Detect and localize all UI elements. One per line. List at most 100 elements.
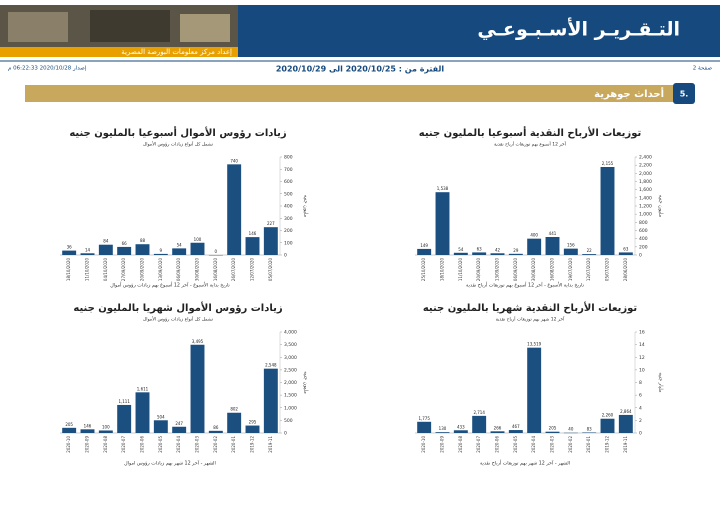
bar (263, 227, 278, 255)
section-number: 5. (680, 90, 689, 99)
chart-title: زيادات رؤوس الأموال أسبوعيا بالمليون جني… (69, 126, 287, 139)
value-label: 802 (230, 407, 238, 412)
value-label: 2,155 (602, 161, 614, 166)
y-tick-label: 6 (639, 393, 642, 399)
value-label: 2,714 (473, 410, 485, 415)
y-tick-label: 0 (639, 253, 642, 259)
value-label: 441 (549, 231, 557, 236)
bar (62, 250, 77, 255)
bar (453, 252, 468, 255)
bar (80, 429, 95, 433)
bar (435, 192, 450, 255)
value-label: 14 (85, 247, 91, 252)
bar (172, 426, 187, 433)
y-tick-label: 400 (284, 204, 293, 210)
x-tick-label: 26/07/2020 (231, 258, 236, 282)
bar (600, 167, 615, 255)
chart-subtitle: تشمل كل أنواع زيادات رؤوس الأموال (143, 141, 214, 148)
x-tick-label: 2020-06 (140, 436, 145, 453)
x-tick-label: 2020-07 (476, 436, 481, 453)
y-tick-label: 16 (639, 330, 645, 336)
bar (153, 253, 168, 255)
bar (582, 432, 597, 433)
chart-subtitle: آخر 12 أسبوع بهم توزيعات أرباح نقدية (494, 141, 567, 148)
y-axis-label: مليار جنيه (658, 372, 664, 392)
y-tick-label: 2,200 (639, 163, 652, 169)
value-label: 1,538 (437, 186, 449, 191)
value-label: 3,495 (192, 339, 204, 344)
bar (80, 253, 95, 255)
y-tick-label: 2,000 (284, 380, 297, 386)
value-label: 100 (102, 424, 110, 429)
x-tick-label: 2020-05 (513, 436, 518, 453)
bar (208, 430, 223, 433)
x-tick-label: 2020-10 (66, 436, 71, 453)
x-tick-label: 25/10/2020 (421, 258, 426, 282)
bar (190, 344, 205, 433)
y-tick-label: 1,600 (639, 187, 652, 193)
y-axis-label: مليون جنيه (303, 371, 309, 394)
value-label: 83 (587, 426, 593, 431)
y-tick-label: 0 (284, 431, 287, 437)
y-tick-label: 1,500 (284, 393, 297, 399)
value-label: 400 (530, 233, 538, 238)
y-tick-label: 800 (284, 155, 293, 161)
bar (135, 244, 150, 255)
y-tick-label: 100 (284, 240, 293, 246)
x-tick-label: 16/08/2020 (213, 258, 218, 282)
value-label: 86 (213, 425, 219, 430)
x-tick-label: 06/09/2020 (513, 258, 518, 282)
x-tick-label: 2020-06 (495, 436, 500, 453)
x-tick-label: 13/09/2020 (495, 258, 500, 282)
x-tick-label: 28/06/2020 (623, 258, 628, 282)
period: الفترة من : 2020/10/25 الى 2020/10/29 (276, 65, 445, 74)
x-tick-label: 2020-03 (550, 436, 555, 453)
y-axis-label: مليون جنيه (658, 195, 664, 218)
y-tick-label: 500 (284, 418, 293, 424)
value-label: 146 (249, 231, 257, 236)
bar (508, 430, 523, 433)
y-tick-label: 8 (639, 380, 642, 386)
x-tick-label: 12/07/2020 (586, 258, 591, 282)
x-tick-label: 30/08/2020 (531, 258, 536, 282)
bar (135, 392, 150, 433)
x-tick-label: 2020-10 (421, 436, 426, 453)
y-tick-label: 300 (284, 216, 293, 222)
chart-title: زيادات رؤوس الأموال شهريا بالمليون جنيه (73, 301, 282, 314)
value-label: 36 (67, 245, 73, 250)
bar (472, 415, 487, 433)
y-tick-label: 800 (639, 220, 648, 226)
x-tick-label: 2020-09 (85, 436, 90, 453)
y-tick-label: 12 (639, 355, 645, 361)
value-label: 9 (160, 248, 163, 253)
bar (545, 236, 560, 255)
value-label: 130 (439, 426, 447, 431)
x-tick-label: 2020-01 (231, 436, 236, 453)
value-label: 504 (157, 414, 165, 419)
bar (527, 347, 542, 433)
y-tick-label: 200 (284, 228, 293, 234)
bar (600, 418, 615, 433)
value-label: 84 (103, 239, 109, 244)
bar (563, 248, 578, 255)
bar (98, 244, 113, 255)
value-label: 227 (267, 221, 275, 226)
value-label: 149 (420, 243, 428, 248)
bar (435, 432, 450, 433)
y-tick-label: 1,400 (639, 195, 652, 201)
x-tick-label: 2019-12 (250, 436, 255, 453)
chart-title: توزيعات الأرباح النقدية شهريا بالمليون ج… (423, 301, 638, 314)
y-tick-label: 4 (639, 405, 642, 411)
x-tick-label: 20/09/2020 (476, 258, 481, 282)
value-label: 740 (230, 158, 238, 163)
chart-subtitle: تشمل كل أنواع زيادات رؤوس الأموال (143, 316, 214, 323)
section-badge (673, 83, 695, 104)
value-label: 1,775 (418, 416, 430, 421)
x-axis-label: تاريخ بداية الأسبوع - آخر 12 أسبوع بهم ز… (110, 282, 230, 289)
bar (527, 238, 542, 255)
ribbon (0, 47, 238, 57)
value-label: 29 (513, 248, 519, 253)
x-tick-label: 2020-07 (121, 436, 126, 453)
report-title: التـقـريـر الأسـبـوعـي (477, 18, 680, 41)
x-tick-label: 27/09/2020 (121, 258, 126, 282)
